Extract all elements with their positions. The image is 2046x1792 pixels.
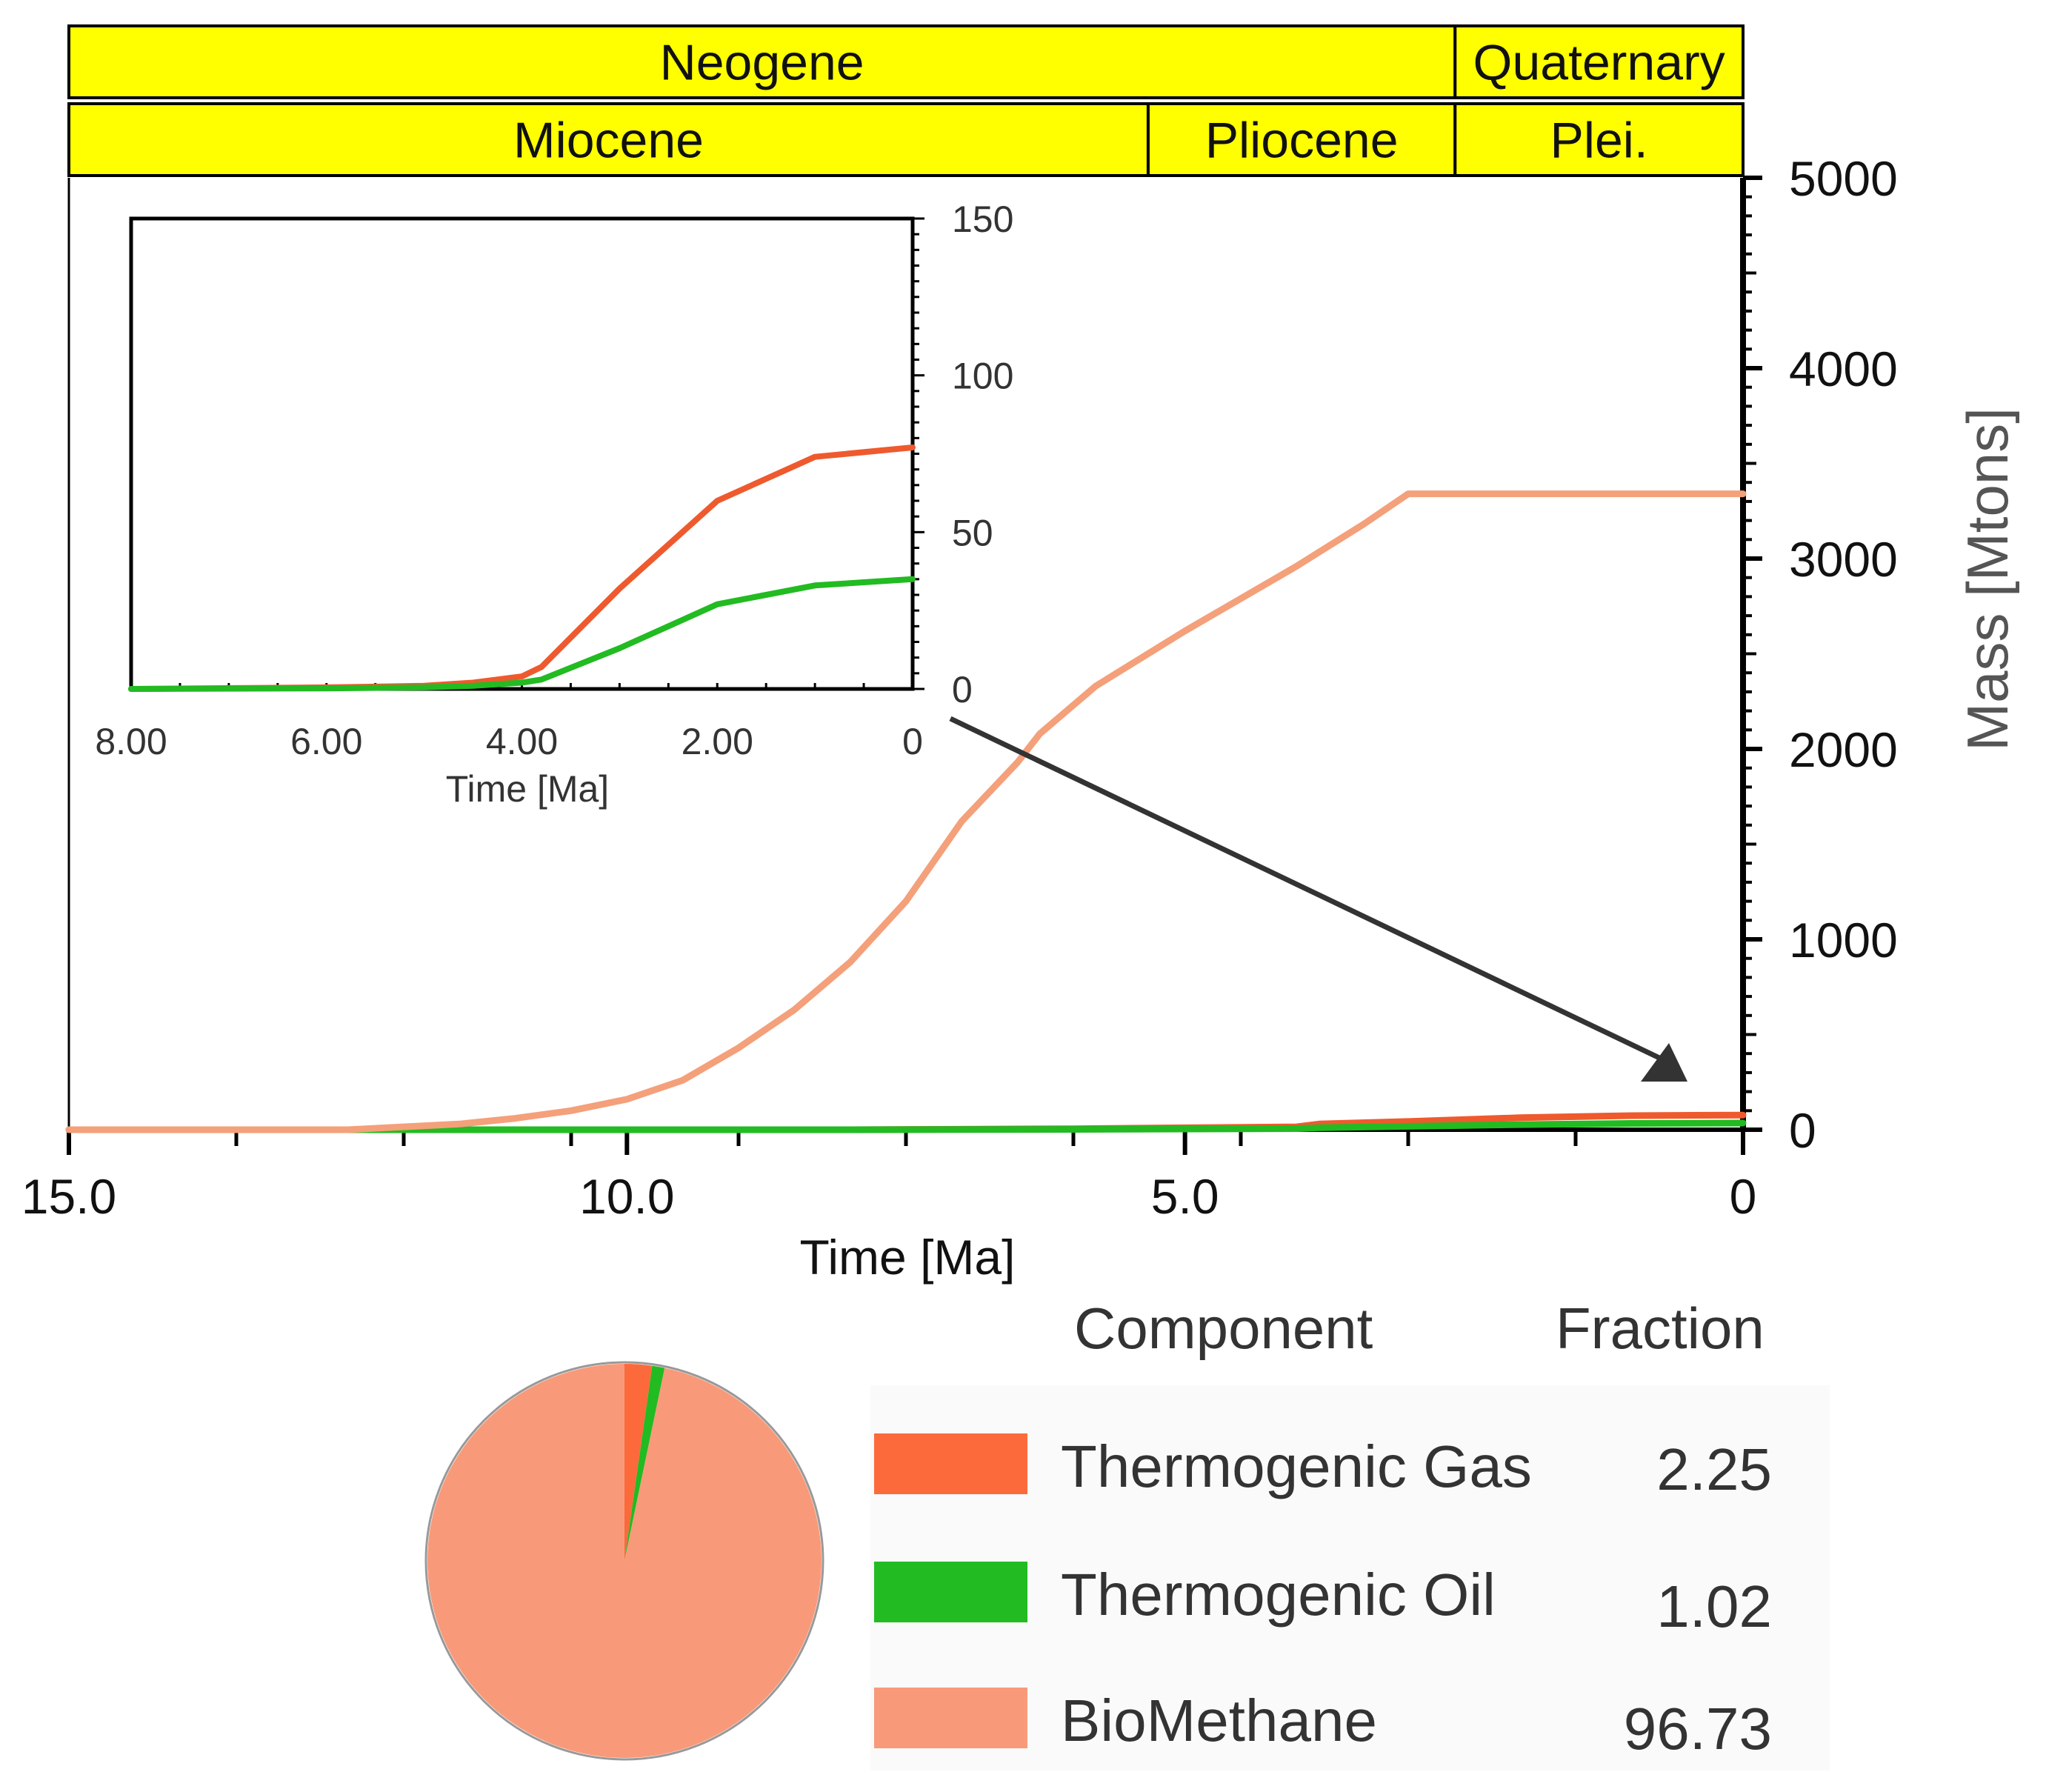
main-series-biomethane xyxy=(65,490,1747,1133)
period-label: Quaternary xyxy=(1473,35,1725,91)
main-y-tick-label: 0 xyxy=(1789,1103,1816,1158)
inset-x-tick-label: 0 xyxy=(902,721,923,762)
stratigraphy-epoch-band: Miocene Pliocene Plei. xyxy=(67,102,1745,177)
inset-y-tick-label: 0 xyxy=(952,669,973,710)
main-series-thermogenic-oil xyxy=(65,1119,1747,1133)
main-y-axis-title: Mass [Mtons] xyxy=(1955,407,2020,751)
inset-series-group xyxy=(128,444,916,692)
main-y-tick-label: 2000 xyxy=(1789,722,1898,777)
zoom-arrow-shaft xyxy=(949,716,1661,1061)
legend-value: 96.73 xyxy=(1624,1696,1772,1762)
zoom-arrow xyxy=(949,716,1687,1082)
legend-label: Thermogenic Gas xyxy=(1061,1433,1532,1499)
period-label: Neogene xyxy=(660,35,864,91)
legend-header-fraction: Fraction xyxy=(1556,1296,1765,1361)
inset-x-tick-label: 2.00 xyxy=(682,721,753,762)
main-y-tick-label: 3000 xyxy=(1789,532,1898,587)
legend-value: 1.02 xyxy=(1656,1573,1772,1639)
legend-table-bg xyxy=(870,1385,1830,1771)
inset-x-axis-title: Time [Ma] xyxy=(446,768,609,810)
epoch-label: Plei. xyxy=(1550,113,1647,169)
main-x-tick-label: 0 xyxy=(1730,1169,1757,1224)
legend-value: 2.25 xyxy=(1656,1436,1772,1502)
inset-y-tick-label: 150 xyxy=(952,199,1013,240)
period-cell xyxy=(1453,24,1745,99)
main-x-tick-label: 5.0 xyxy=(1151,1169,1219,1224)
main-series-group xyxy=(65,490,1747,1133)
legend-table: Thermogenic Gas 2.25 Thermogenic Oil 1.02 Bi… xyxy=(874,1433,1772,1762)
legend-label: Thermogenic Oil xyxy=(1061,1562,1496,1628)
inset-plot-border xyxy=(129,216,915,691)
legend-swatch xyxy=(874,1433,1027,1494)
period-cell xyxy=(67,24,1457,99)
inset-x-tick-label: 8.00 xyxy=(95,721,167,762)
main-x-axis-title: Time [Ma] xyxy=(800,1230,1016,1285)
main-x-tick-label: 10.0 xyxy=(579,1169,674,1224)
legend-header-component: Component xyxy=(1074,1296,1373,1361)
legend-swatch xyxy=(874,1688,1027,1748)
main-y-tick-label: 5000 xyxy=(1789,151,1898,206)
main-x-tick-label: 15.0 xyxy=(21,1169,116,1224)
epoch-label: Pliocene xyxy=(1205,113,1399,169)
epoch-cell xyxy=(1453,102,1745,177)
inset-x-tick-label: 6.00 xyxy=(290,721,362,762)
legend-label: BioMethane xyxy=(1061,1688,1377,1753)
inset-y-tick-label: 100 xyxy=(952,356,1013,397)
inset-plot-frame xyxy=(129,216,915,691)
inset-tick-labels: 8.00 6.00 4.00 2.00 00 50 100 150 xyxy=(95,199,1013,762)
pie-slice-thermogenic-oil xyxy=(624,1365,665,1561)
pie-slice-biomethane xyxy=(427,1364,822,1759)
stratigraphy-period-band: Neogene Quaternary xyxy=(67,24,1745,99)
zoom-arrow-head xyxy=(1641,1043,1687,1082)
pie-outline xyxy=(424,1361,824,1761)
main-y-tick-label: 1000 xyxy=(1789,913,1898,967)
inset-x-tick-label: 4.00 xyxy=(486,721,558,762)
epoch-cell xyxy=(67,102,1150,177)
legend-swatch xyxy=(874,1562,1027,1622)
pie-slice-thermogenic-gas xyxy=(624,1364,653,1561)
main-y-tick-label: 4000 xyxy=(1789,342,1898,396)
inset-y-tick-label: 50 xyxy=(952,512,993,553)
pie-chart xyxy=(427,1364,822,1759)
epoch-label: Miocene xyxy=(513,113,704,169)
inset-series-thermogenic-oil xyxy=(128,576,916,692)
